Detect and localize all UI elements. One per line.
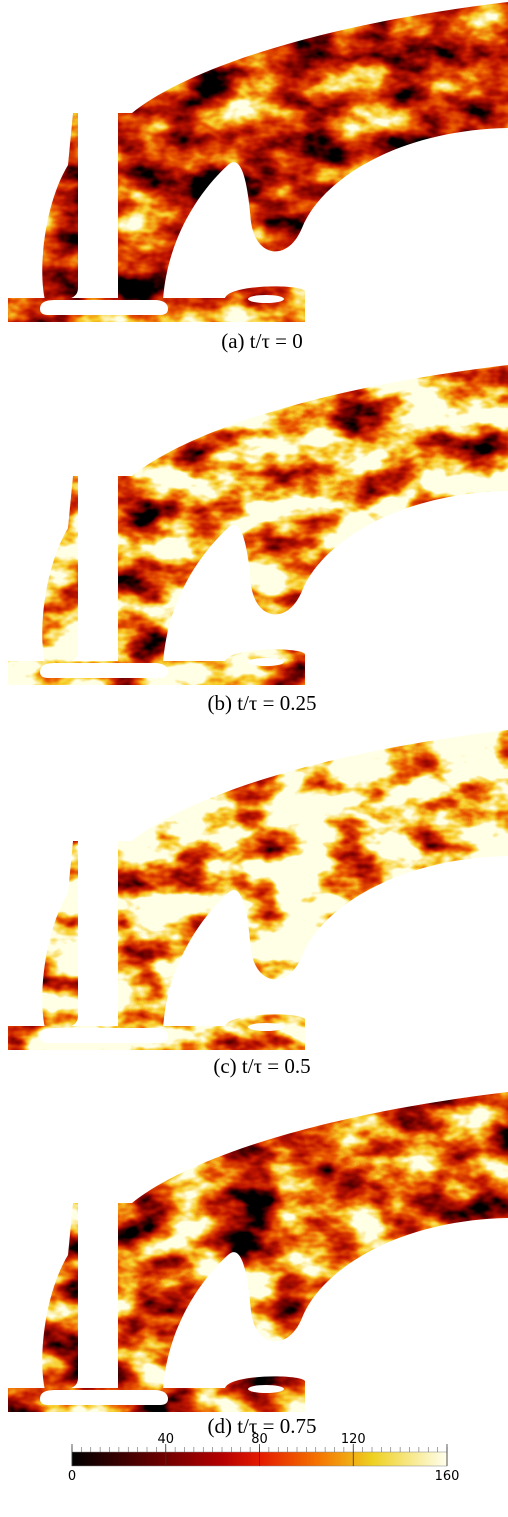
caption: (c) t/τ = 0.5 [213, 1054, 310, 1078]
caption: (b) t/τ = 0.25 [208, 691, 317, 715]
flow-field [0, 363, 508, 688]
flow-field [0, 1090, 508, 1415]
panel [0, 728, 508, 1053]
tick-label: 120 [341, 1432, 366, 1447]
flow-field [0, 728, 508, 1053]
panel [0, 0, 508, 325]
seat-hole [248, 658, 284, 666]
caption: (d) t/τ = 0.75 [208, 1414, 317, 1438]
flow-field [0, 0, 508, 325]
seat-hole [248, 1385, 284, 1393]
figure: 04080120160 (a) t/τ = 0(b) t/τ = 0.25(c)… [0, 0, 508, 1517]
tick-label: 160 [435, 1469, 460, 1484]
valve-head [40, 1028, 168, 1043]
valve-head [40, 1390, 168, 1405]
caption: (a) t/τ = 0 [221, 329, 303, 353]
seat-hole [248, 295, 284, 303]
valve-head [40, 663, 168, 678]
panel [0, 1090, 508, 1415]
tick-label: 0 [68, 1469, 76, 1484]
valve-head [40, 300, 168, 315]
panel [0, 363, 508, 688]
tick-label: 40 [157, 1432, 174, 1447]
seat-hole [248, 1023, 284, 1031]
